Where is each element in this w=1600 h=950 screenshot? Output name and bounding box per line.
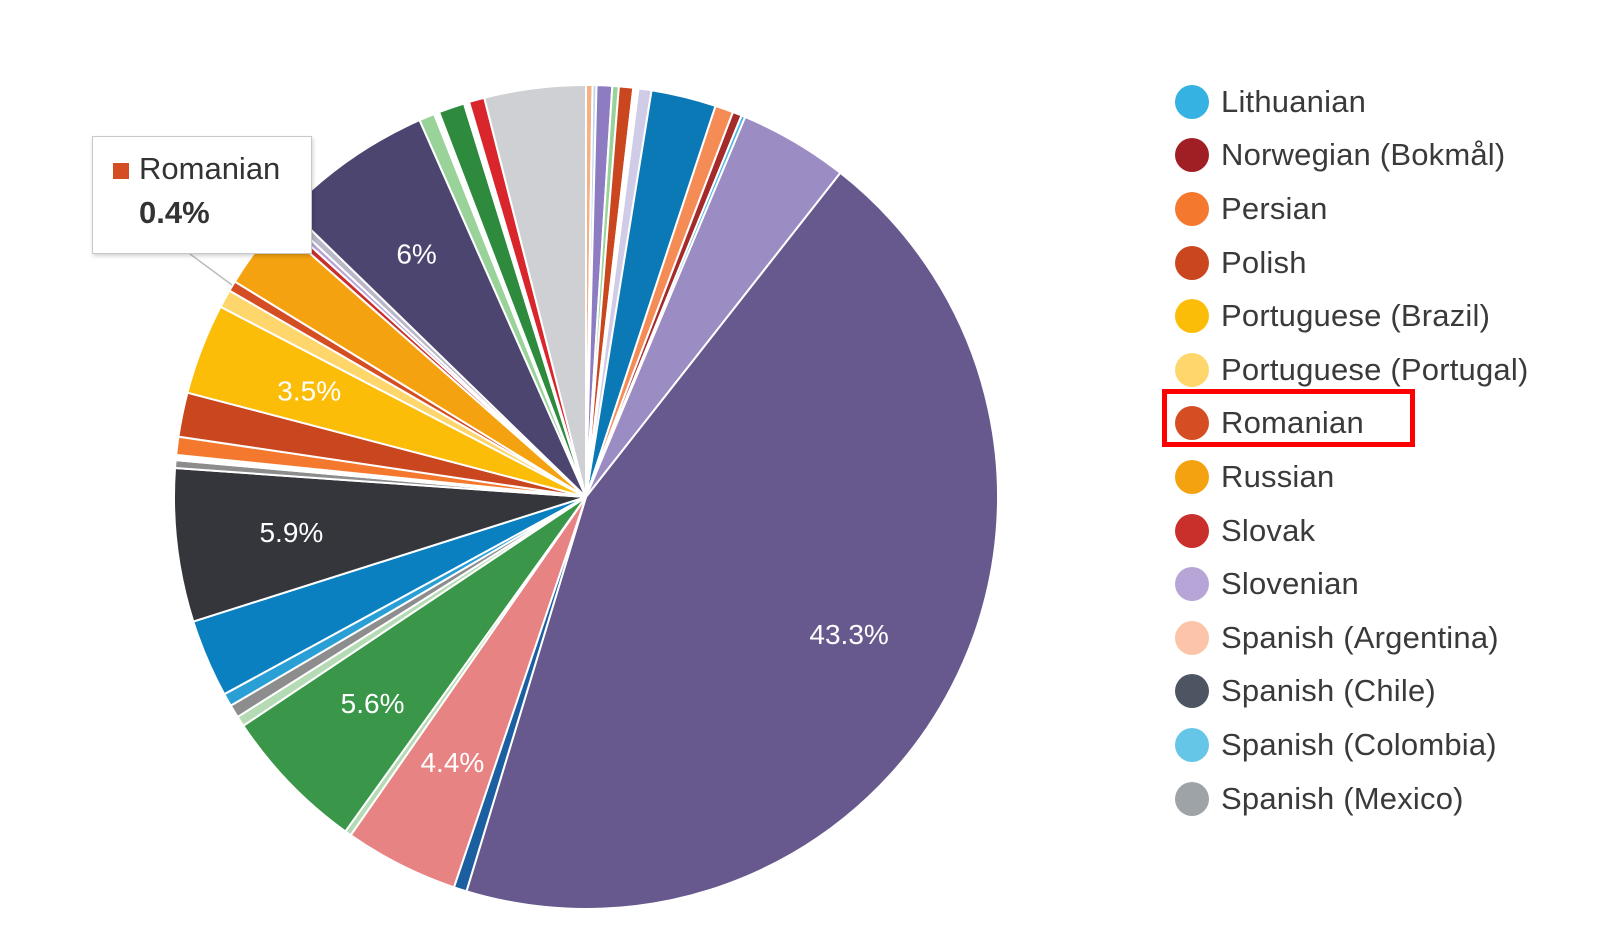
pie-data-label: 3.5% <box>277 375 341 406</box>
legend-label: Slovak <box>1221 512 1316 548</box>
tooltip-pointer-line <box>189 253 233 286</box>
legend-swatch <box>1175 299 1209 334</box>
legend-highlight-box <box>1162 389 1415 447</box>
legend-swatch <box>1175 513 1209 548</box>
legend-label: Spanish (Colombia) <box>1221 726 1497 762</box>
legend-label: Slovenian <box>1221 566 1359 602</box>
legend-label: Romanian <box>1221 405 1364 441</box>
pie-slices <box>173 83 999 910</box>
legend-item-portuguese-portugal[interactable]: Portuguese (Portugal) <box>1175 343 1595 397</box>
chart-tooltip: Romanian 0.4% <box>92 136 312 254</box>
legend-swatch <box>1175 406 1209 441</box>
legend-swatch <box>1175 674 1209 709</box>
legend-label: Polish <box>1221 244 1307 280</box>
chart-legend: Lithuanian Norwegian (Bokmål) Persian Polis… <box>1175 75 1595 825</box>
pie-slice-12[interactable] <box>465 171 999 910</box>
legend-item-russian[interactable]: Russian <box>1175 450 1595 504</box>
tooltip-series-name: Romanian <box>139 151 281 186</box>
pie-data-labels: 43.3% 4.4% 5.6% 5.9% 3.5% 6% <box>259 239 888 778</box>
legend-label: Portuguese (Portugal) <box>1221 351 1529 387</box>
legend-label: Persian <box>1221 190 1328 226</box>
legend-item-slovak[interactable]: Slovak <box>1175 504 1595 558</box>
legend-swatch <box>1175 781 1209 816</box>
legend-swatch <box>1175 459 1209 494</box>
legend-label: Spanish (Mexico) <box>1221 780 1464 816</box>
legend-item-persian[interactable]: Persian <box>1175 182 1595 236</box>
legend-label: Lithuanian <box>1221 83 1367 119</box>
legend-swatch <box>1175 567 1209 602</box>
pie-data-label: 43.3% <box>809 619 888 650</box>
pie-slice-21[interactable] <box>173 467 587 623</box>
legend-label: Spanish (Chile) <box>1221 673 1436 709</box>
legend-item-norwegian-bokm-l[interactable]: Norwegian (Bokmål) <box>1175 129 1595 183</box>
pie-data-label: 6% <box>396 239 436 270</box>
legend-item-romanian[interactable]: Romanian <box>1175 397 1595 451</box>
legend-label: Russian <box>1221 458 1335 494</box>
pie-slice-16[interactable] <box>242 496 587 833</box>
legend-swatch <box>1175 245 1209 280</box>
legend-label: Norwegian (Bokmål) <box>1221 137 1506 173</box>
pie-data-label: 5.6% <box>341 688 405 719</box>
legend-item-lithuanian[interactable]: Lithuanian <box>1175 75 1595 129</box>
legend-item-spanish-chile[interactable]: Spanish (Chile) <box>1175 665 1595 719</box>
legend-item-slovenian[interactable]: Slovenian <box>1175 557 1595 611</box>
legend-item-portuguese-brazil[interactable]: Portuguese (Brazil) <box>1175 289 1595 343</box>
legend-label: Portuguese (Brazil) <box>1221 298 1491 334</box>
legend-swatch <box>1175 84 1209 119</box>
legend-item-spanish-argentina[interactable]: Spanish (Argentina) <box>1175 611 1595 665</box>
legend-swatch <box>1175 138 1209 173</box>
pie-data-label: 5.9% <box>259 517 323 548</box>
pie-slice-39[interactable] <box>483 84 587 498</box>
tooltip-color-swatch <box>113 163 129 179</box>
tooltip-value: 0.4% <box>139 195 210 230</box>
legend-item-spanish-mexico[interactable]: Spanish (Mexico) <box>1175 772 1595 826</box>
legend-label: Spanish (Argentina) <box>1221 619 1499 655</box>
legend-item-polish[interactable]: Polish <box>1175 236 1595 290</box>
legend-item-spanish-colombia[interactable]: Spanish (Colombia) <box>1175 718 1595 772</box>
legend-swatch <box>1175 727 1209 762</box>
legend-swatch <box>1175 620 1209 655</box>
pie-data-label: 4.4% <box>420 747 484 778</box>
legend-swatch <box>1175 352 1209 387</box>
legend-swatch <box>1175 191 1209 226</box>
